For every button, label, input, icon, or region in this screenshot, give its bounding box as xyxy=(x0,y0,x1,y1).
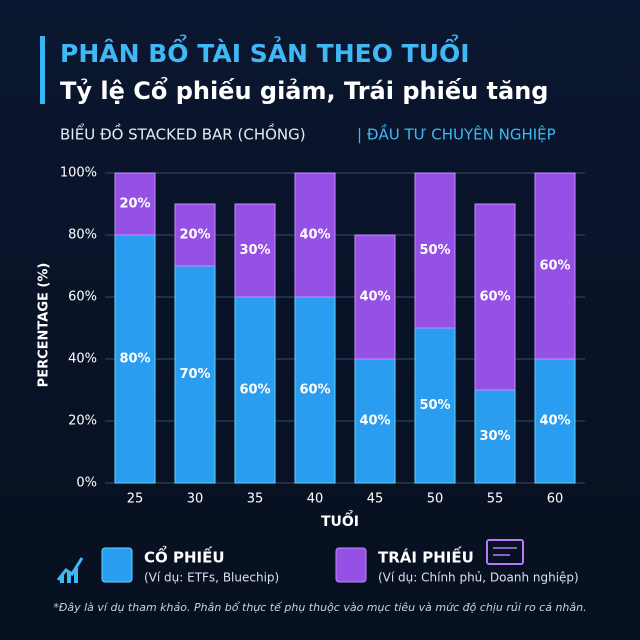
footnote: *Đây là ví dụ tham khảo. Phân bổ thực tế… xyxy=(53,601,586,614)
bar-segment xyxy=(354,358,396,484)
legend-label: TRÁI PHIẾU xyxy=(378,546,474,567)
y-tick-label: 60% xyxy=(68,290,97,305)
x-tick-label: 35 xyxy=(247,492,264,507)
data-label: 40% xyxy=(539,414,570,429)
bar-segment xyxy=(294,172,336,298)
data-label: 50% xyxy=(419,398,450,413)
x-tick-label: 45 xyxy=(367,492,384,507)
legend-description: (Ví dụ: ETFs, Bluechip) xyxy=(144,571,279,585)
bar-segment xyxy=(474,203,516,391)
data-label: 40% xyxy=(299,228,330,243)
y-tick-label: 0% xyxy=(76,476,97,491)
bar-segment xyxy=(174,265,216,484)
y-tick-label: 40% xyxy=(68,352,97,367)
data-label: 30% xyxy=(239,243,270,258)
legend-swatch xyxy=(335,547,367,583)
title-accent xyxy=(40,36,45,104)
bar-segment xyxy=(234,203,276,298)
data-label: 80% xyxy=(119,352,150,367)
x-tick-label: 60 xyxy=(547,492,564,507)
legend-description: (Ví dụ: Chính phủ, Doanh nghiệp) xyxy=(378,571,579,585)
caption: BIỂU ĐỒ STACKED BAR (CHỒNG) xyxy=(60,123,306,144)
bar-segment xyxy=(414,327,456,484)
x-tick-label: 40 xyxy=(307,492,324,507)
y-tick-label: 80% xyxy=(68,228,97,243)
data-label: 60% xyxy=(239,383,270,398)
data-label: 50% xyxy=(419,243,450,258)
bar-segment xyxy=(114,234,156,484)
bar-segment xyxy=(534,172,576,360)
y-tick-label: 100% xyxy=(60,166,97,181)
x-tick-label: 55 xyxy=(487,492,504,507)
legend-icon-bond xyxy=(486,539,524,565)
x-tick-label: 50 xyxy=(427,492,444,507)
data-label: 60% xyxy=(539,259,570,274)
data-label: 70% xyxy=(179,367,210,382)
data-label: 40% xyxy=(359,414,390,429)
bar-segment xyxy=(414,172,456,329)
legend-icon-stock xyxy=(56,557,84,583)
bar-segment xyxy=(354,234,396,360)
chart-subtitle: Tỷ lệ Cổ phiếu giảm, Trái phiếu tăng xyxy=(60,75,548,105)
data-label: 60% xyxy=(479,290,510,305)
y-tick-label: 20% xyxy=(68,414,97,429)
bar-segment xyxy=(234,296,276,484)
bar-segment xyxy=(174,203,216,267)
x-tick-label: 25 xyxy=(127,492,144,507)
y-axis-label: PERCENTAGE (%) xyxy=(37,263,52,388)
x-axis-label: TUỔI xyxy=(321,510,359,530)
data-label: 40% xyxy=(359,290,390,305)
data-label: 60% xyxy=(299,383,330,398)
bar-segment xyxy=(534,358,576,484)
bar-segment xyxy=(114,172,156,236)
chart-title: PHÂN BỔ TÀI SẢN THEO TUỔI xyxy=(60,33,470,68)
data-label: 30% xyxy=(479,429,510,444)
legend-swatch xyxy=(101,547,133,583)
caption-extra: | ĐẦU TƯ CHUYÊN NGHIỆP xyxy=(357,123,556,144)
data-label: 20% xyxy=(119,197,150,212)
x-tick-label: 30 xyxy=(187,492,204,507)
bar-segment xyxy=(474,389,516,484)
data-label: 20% xyxy=(179,228,210,243)
legend-label: CỔ PHIẾU xyxy=(144,545,225,567)
